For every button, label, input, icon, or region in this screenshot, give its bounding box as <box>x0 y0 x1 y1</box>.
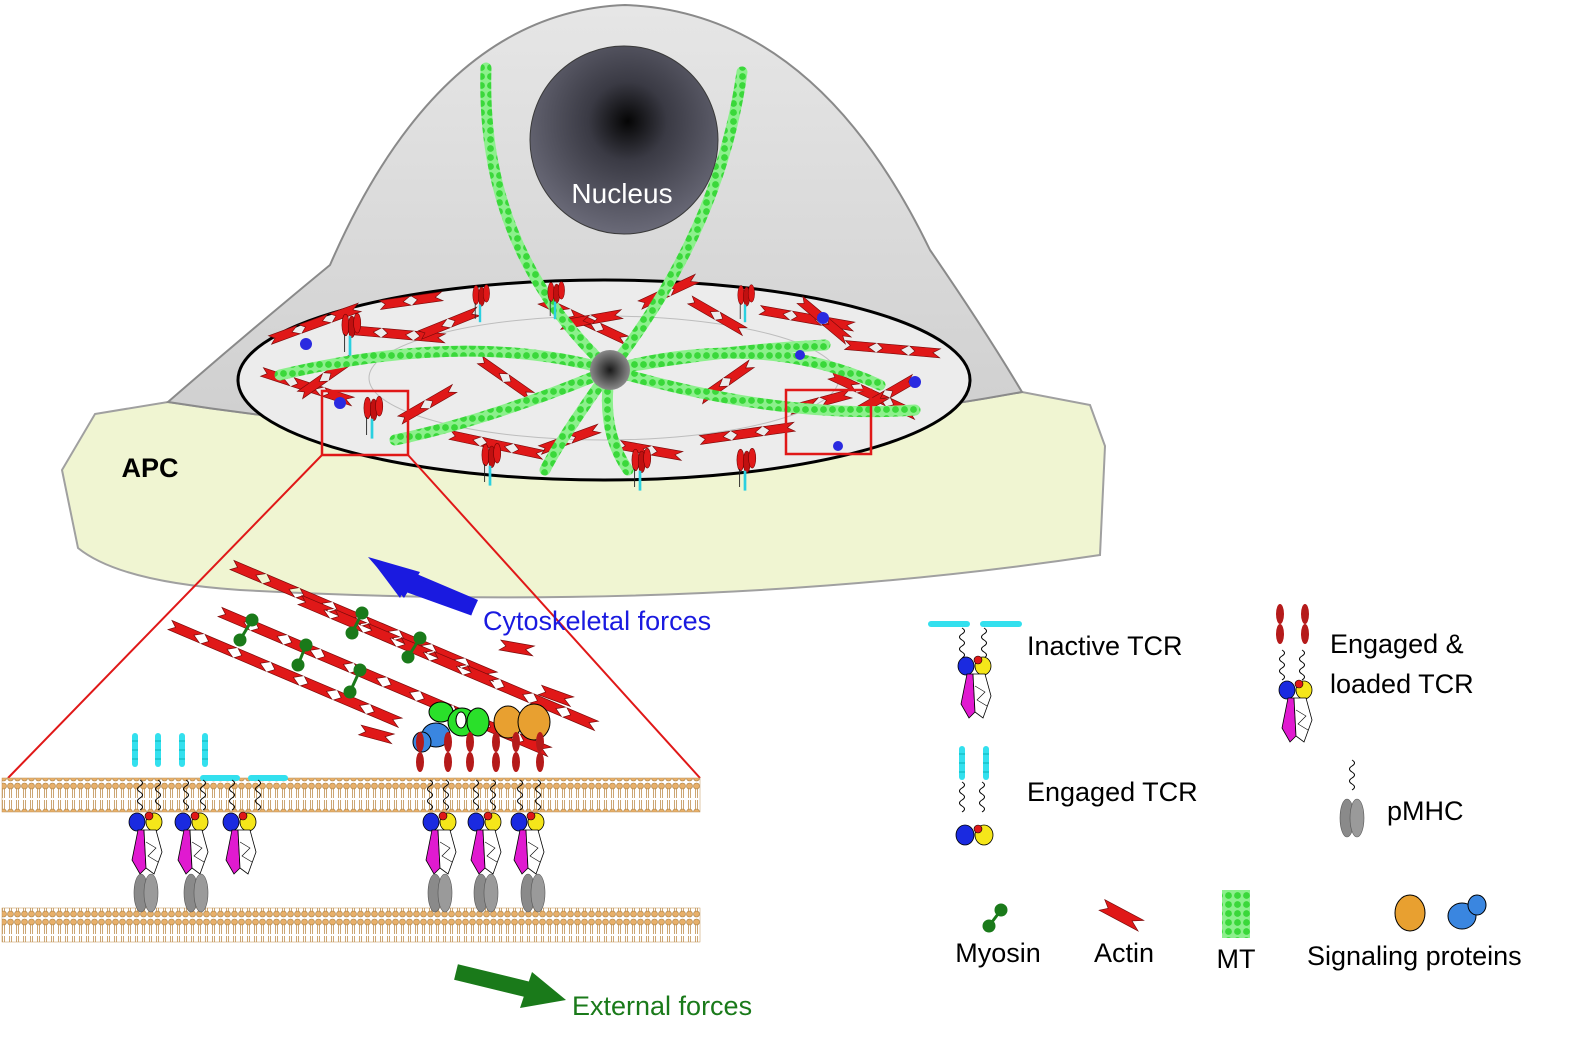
legend-mt-label: MT <box>1217 944 1256 974</box>
legend-pmhc-icon <box>1339 759 1365 838</box>
legend-mt-icon <box>1222 890 1250 938</box>
legend-engaged-loaded-tcr-label-1: Engaged & <box>1330 629 1464 659</box>
zoom-line-left <box>7 454 323 779</box>
legend-actin-label: Actin <box>1094 938 1154 968</box>
apc-membrane <box>1 907 701 943</box>
legend-engaged-loaded-tcr-icon <box>1276 604 1313 743</box>
synapse-signaling-dots <box>300 312 921 451</box>
zoom-line-right <box>407 454 701 779</box>
legend: Inactive TCR Engaged & loaded TCR Engage… <box>928 604 1522 974</box>
legend-inactive-tcr-label: Inactive TCR <box>1027 631 1183 661</box>
mtoc <box>590 350 630 390</box>
legend-pmhc-label: pMHC <box>1387 796 1464 826</box>
nucleus-label: Nucleus <box>571 178 672 209</box>
legend-signaling-proteins-icon <box>1394 894 1487 932</box>
external-forces-label: External forces <box>572 991 752 1021</box>
zoom-box-left <box>320 389 410 457</box>
t-cell-membrane <box>1 777 701 813</box>
cytoskeletal-force-arrow <box>368 557 478 616</box>
zoom-box-right <box>784 388 873 456</box>
external-force-arrow <box>454 964 566 1008</box>
legend-engaged-tcr-icon <box>955 745 994 846</box>
zoom-signaling-complex <box>412 701 551 753</box>
apc-label: APC <box>121 453 178 483</box>
legend-engaged-loaded-tcr-label-2: loaded TCR <box>1330 669 1474 699</box>
zoom-engaged-tcrs <box>128 732 288 913</box>
zoom-myosin <box>233 606 427 699</box>
legend-engaged-tcr-label: Engaged TCR <box>1027 777 1198 807</box>
legend-actin-icon <box>1098 898 1145 932</box>
cytoskeletal-forces-label: Cytoskeletal forces <box>483 606 711 636</box>
legend-signaling-proteins-label: Signaling proteins <box>1307 941 1522 971</box>
zoom-engaged-loaded-tcrs <box>416 732 546 913</box>
nucleus <box>529 45 719 235</box>
legend-myosin-icon <box>982 903 1008 933</box>
legend-myosin-label: Myosin <box>955 938 1041 968</box>
legend-inactive-tcr-icon <box>928 621 1022 719</box>
